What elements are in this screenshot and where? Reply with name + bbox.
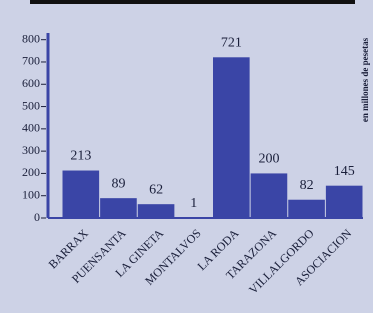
y-tick-label: 0	[34, 210, 40, 224]
value-label: 145	[334, 164, 355, 179]
y-tick-label: 300	[22, 143, 40, 157]
bar	[251, 173, 288, 218]
value-label: 82	[300, 178, 314, 193]
y-tick-label: 700	[22, 54, 40, 68]
bar	[63, 171, 100, 218]
page: {"chart_data": {"type": "bar", "categori…	[0, 0, 373, 313]
bar	[288, 200, 325, 218]
value-label: 213	[70, 149, 91, 164]
top-rule	[30, 0, 355, 4]
chart: en millones de pesetas 0 100 200 300 400 500 6…	[0, 0, 373, 313]
value-label: 1	[190, 196, 197, 211]
y-tick-label: 100	[22, 187, 40, 201]
y-tick-label: 600	[22, 76, 40, 90]
y-tick-label: 500	[22, 98, 40, 112]
y-axis-label: en millones de pesetas	[360, 37, 370, 122]
bar	[100, 198, 137, 218]
bar	[138, 204, 175, 218]
value-label: 200	[258, 152, 279, 167]
value-label: 89	[111, 176, 125, 191]
y-tick-label: 200	[22, 165, 40, 179]
bar	[213, 57, 250, 218]
y-tick-label: 400	[22, 121, 40, 135]
y-tick-label: 800	[22, 31, 40, 45]
bar	[326, 186, 363, 218]
value-label: 721	[221, 36, 242, 51]
value-label: 62	[149, 182, 163, 197]
